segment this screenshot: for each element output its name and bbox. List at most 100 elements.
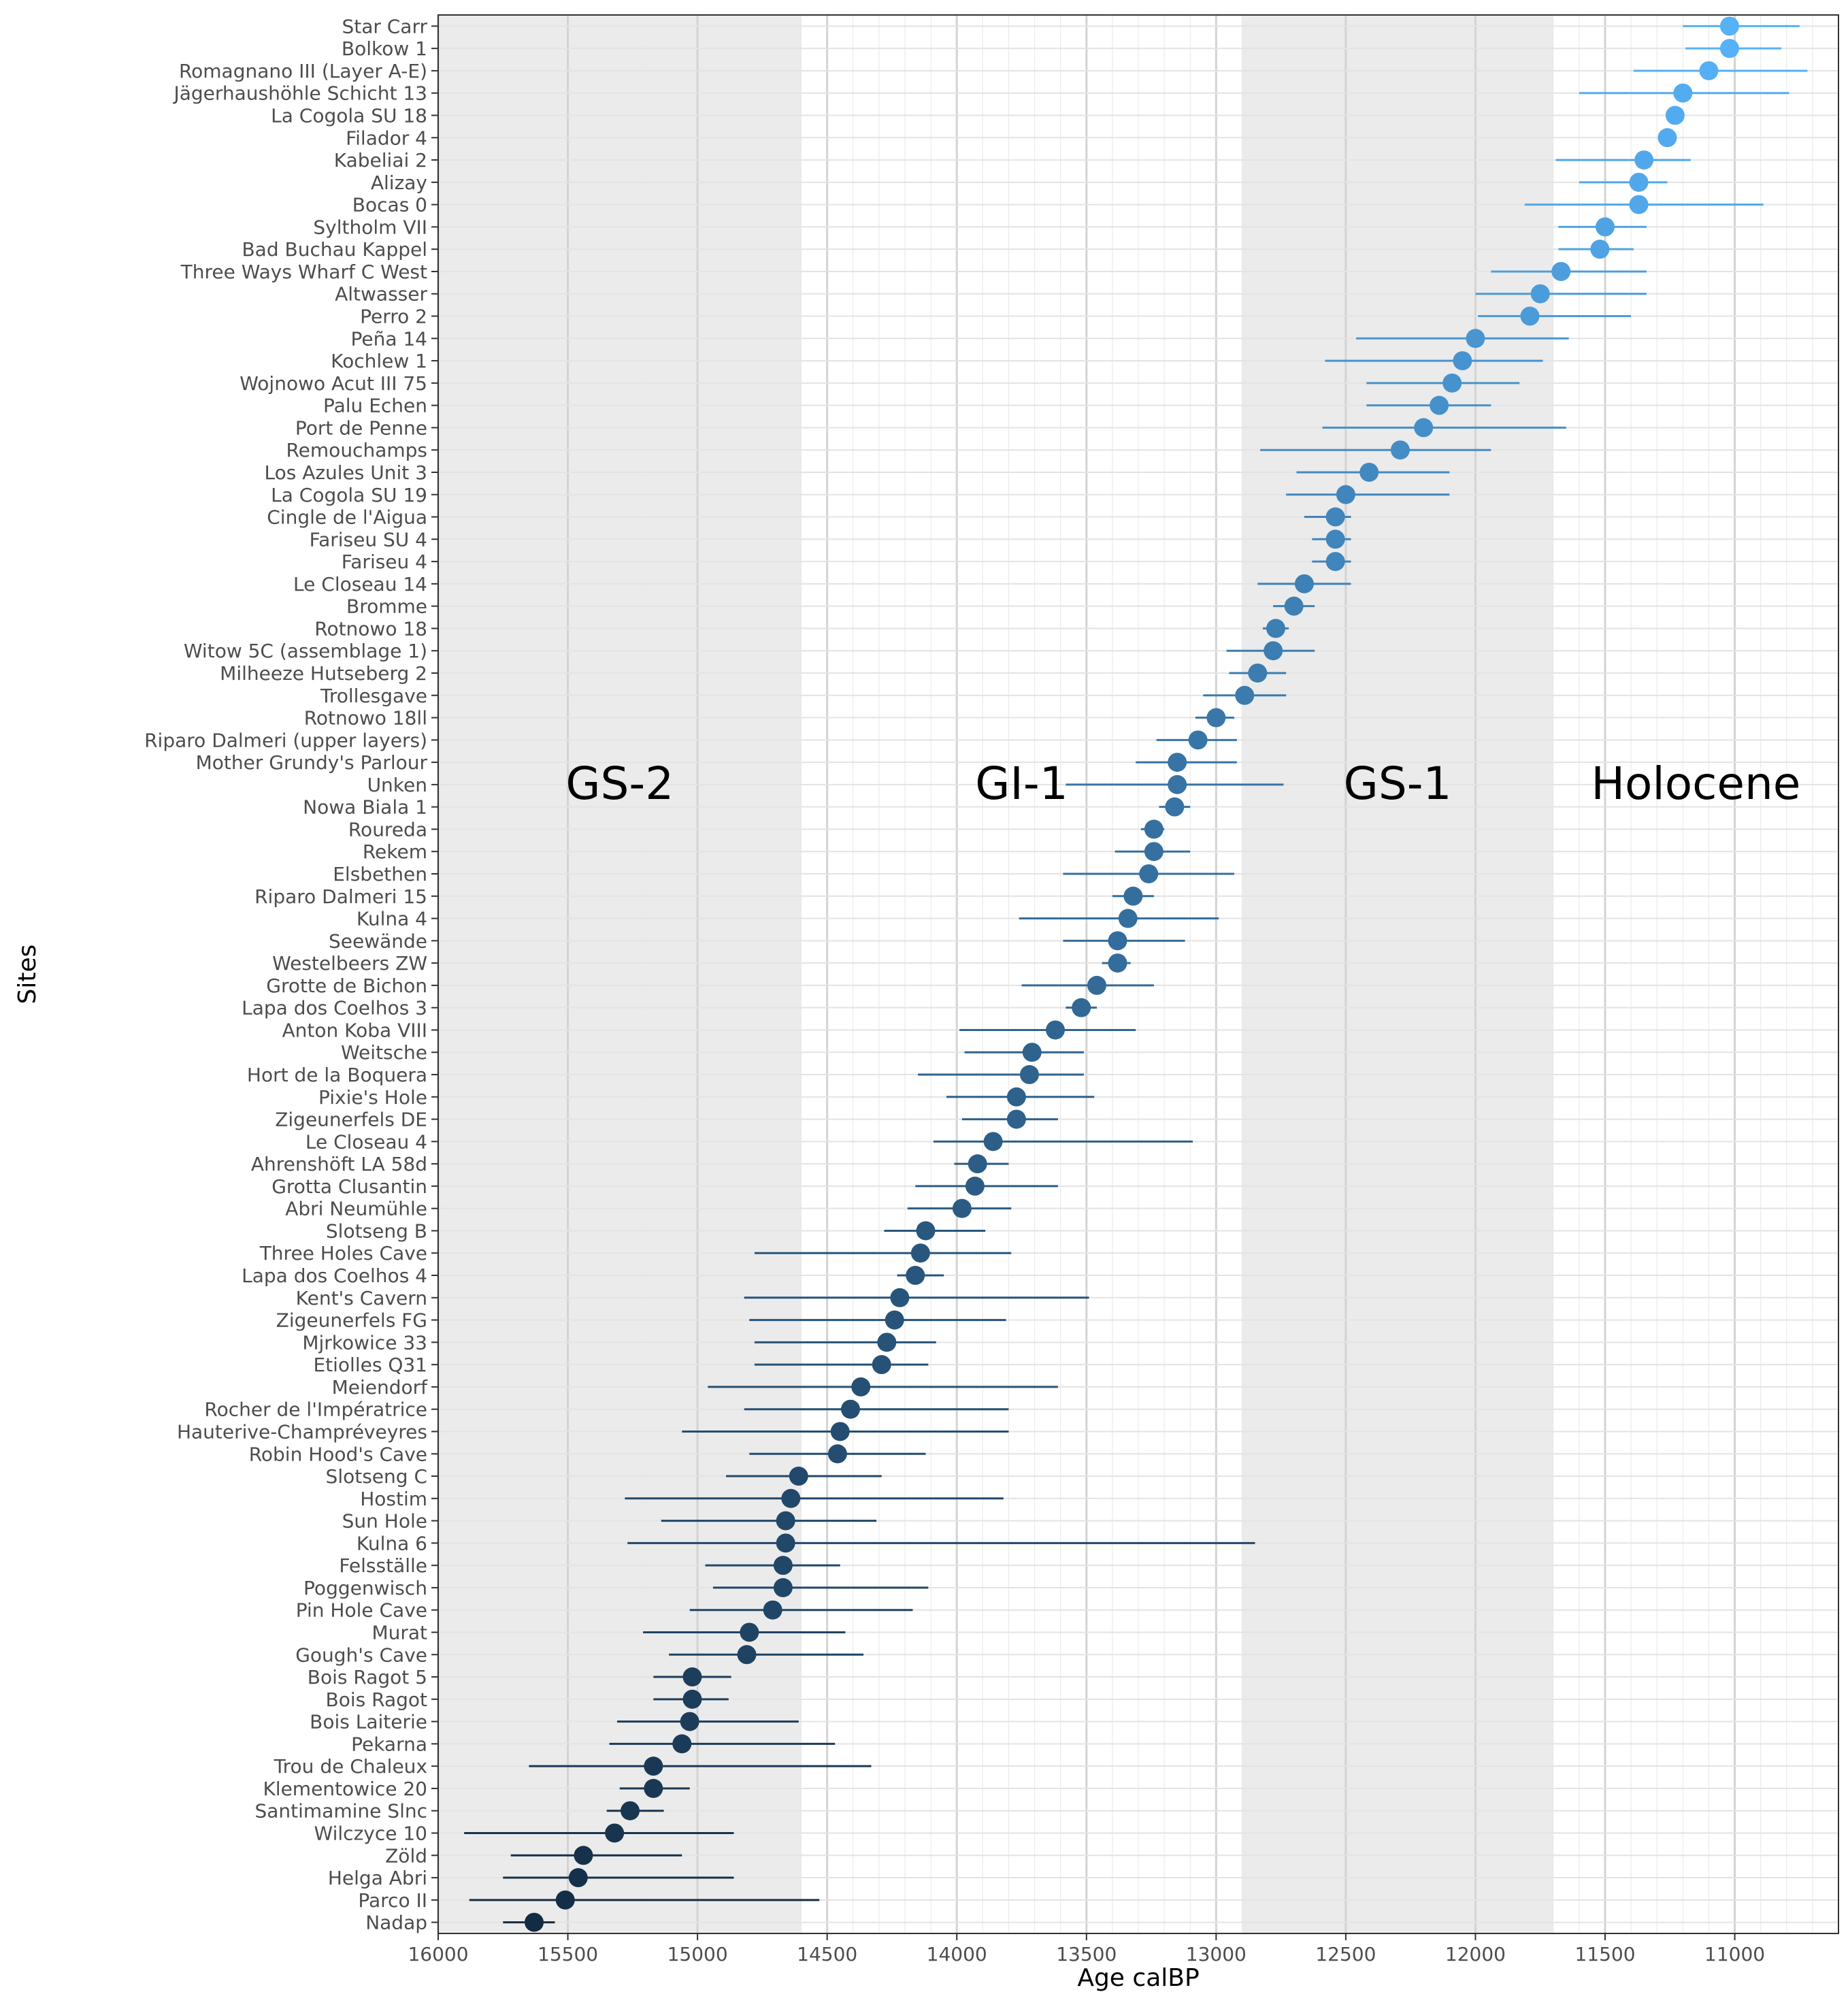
- y-tick-label: La Cogola SU 18: [271, 105, 427, 127]
- band-label-gi-1: GI-1: [975, 757, 1068, 810]
- y-tick-label: Romagnano III (Layer A-E): [179, 60, 427, 82]
- data-point: [851, 1377, 871, 1396]
- data-point: [1235, 685, 1255, 705]
- data-point: [644, 1778, 663, 1798]
- data-point: [680, 1712, 699, 1731]
- data-point: [1430, 395, 1449, 415]
- data-point: [830, 1422, 850, 1441]
- y-tick-label: Kent's Cavern: [296, 1287, 427, 1309]
- y-tick-label: Elsbethen: [333, 863, 427, 885]
- data-point: [1359, 462, 1379, 482]
- y-tick-label: Sun Hole: [342, 1510, 427, 1533]
- data-points: [525, 16, 1739, 1932]
- y-tick-label: Roureda: [348, 818, 427, 840]
- data-point: [1006, 1109, 1026, 1129]
- data-point: [672, 1734, 692, 1754]
- band-label-gs-2: GS-2: [565, 757, 674, 810]
- y-tick-label: Etiolles Q31: [313, 1354, 427, 1376]
- y-tick-label: Wojnowo Acut III 75: [240, 372, 427, 395]
- data-point: [1520, 306, 1540, 326]
- data-point: [682, 1689, 702, 1709]
- y-tick-label: Riparo Dalmeri 15: [254, 885, 427, 908]
- data-point: [1206, 708, 1226, 728]
- y-tick-label: Unken: [367, 774, 427, 796]
- x-tick-label: 12500: [1315, 1943, 1376, 1965]
- x-tick-label: 16000: [408, 1943, 468, 1965]
- data-point: [1719, 39, 1739, 59]
- y-tick-label: Trollesgave: [320, 685, 427, 707]
- data-point: [1248, 663, 1268, 683]
- y-tick-label: Abri Neumühle: [285, 1198, 427, 1220]
- y-tick-label: Riparo Dalmeri (upper layers): [144, 729, 427, 751]
- y-tick-label: Rekem: [363, 840, 427, 863]
- y-tick-label: Kochlew 1: [331, 350, 427, 372]
- y-tick-label: Mother Grundy's Parlour: [196, 751, 428, 774]
- data-point: [1453, 351, 1472, 371]
- data-point: [1719, 16, 1739, 36]
- y-tick-label: Rotnowo 18: [314, 617, 427, 640]
- band-label-gs-1: GS-1: [1344, 757, 1452, 810]
- data-point: [773, 1556, 793, 1575]
- band-label-holocene: Holocene: [1591, 757, 1800, 810]
- data-point: [1019, 1065, 1039, 1085]
- y-tick-label: Parco II: [358, 1889, 427, 1912]
- data-point: [1442, 373, 1462, 393]
- data-point: [827, 1444, 847, 1464]
- data-point: [840, 1399, 860, 1419]
- y-tick-label: Fariseu SU 4: [310, 528, 427, 551]
- data-point: [1596, 217, 1615, 237]
- y-tick-label: Altwasser: [335, 283, 427, 306]
- y-tick-label: Mjrkowice 33: [302, 1331, 427, 1354]
- data-point: [1284, 596, 1304, 616]
- y-tick-label: Jägerhaushöhle Schicht 13: [172, 82, 427, 105]
- y-tick-label: Bocas 0: [352, 194, 427, 216]
- y-tick-label: Zigeunerfels FG: [276, 1309, 427, 1332]
- data-point: [906, 1266, 925, 1286]
- data-point: [983, 1132, 1003, 1152]
- y-tick-label: Meiendorf: [332, 1376, 429, 1399]
- data-point: [605, 1823, 625, 1843]
- y-tick-label: Kulna 4: [357, 908, 427, 930]
- y-tick-label: Lapa dos Coelhos 3: [242, 997, 427, 1019]
- y-tick-label: Peña 14: [350, 327, 427, 350]
- data-point: [1551, 261, 1571, 281]
- x-tick-label: 11000: [1704, 1943, 1765, 1965]
- data-point: [1168, 753, 1187, 772]
- data-point: [1590, 240, 1610, 259]
- data-point: [1264, 641, 1283, 661]
- data-point: [1144, 842, 1164, 862]
- y-tick-label: Poggenwisch: [303, 1577, 427, 1599]
- y-tick-label: Milheeze Hutseberg 2: [220, 662, 427, 685]
- data-point: [885, 1310, 904, 1330]
- data-point: [952, 1198, 972, 1218]
- y-tick-label: Witow 5C (assemblage 1): [184, 640, 427, 662]
- y-tick-label: Syltholm VII: [313, 216, 427, 238]
- y-tick-label: Los Azules Unit 3: [264, 461, 427, 484]
- data-point: [890, 1288, 910, 1307]
- data-point: [872, 1355, 891, 1375]
- y-tick-label: Le Closeau 14: [293, 573, 427, 595]
- y-tick-label: Wilczyce 10: [314, 1822, 427, 1844]
- x-tick-label: 11500: [1574, 1943, 1635, 1965]
- data-point: [1325, 552, 1345, 572]
- y-tick-label: Rotnowo 18ll: [304, 707, 427, 730]
- data-point: [1087, 975, 1107, 995]
- data-point: [1108, 953, 1127, 973]
- data-point: [773, 1578, 793, 1597]
- y-tick-label: Slotseng B: [326, 1220, 427, 1242]
- data-point: [1118, 909, 1138, 928]
- band-labels: GS-2 GI-1 GS-1 Holocene: [565, 757, 1800, 810]
- y-tick-label: Three Holes Cave: [259, 1242, 427, 1264]
- y-tick-label: Grotte de Bichon: [266, 975, 427, 997]
- data-point: [1123, 886, 1143, 906]
- data-point: [621, 1801, 640, 1820]
- y-tick-label: Anton Koba VIII: [282, 1019, 427, 1041]
- data-point: [1629, 195, 1649, 214]
- x-tick-label: 13500: [1056, 1943, 1117, 1965]
- y-tick-label: Grotta Clusantin: [271, 1175, 427, 1198]
- data-point: [555, 1890, 575, 1910]
- y-tick-label: Pekarna: [351, 1733, 427, 1755]
- panel-border: [438, 14, 1839, 1934]
- data-point: [763, 1600, 782, 1620]
